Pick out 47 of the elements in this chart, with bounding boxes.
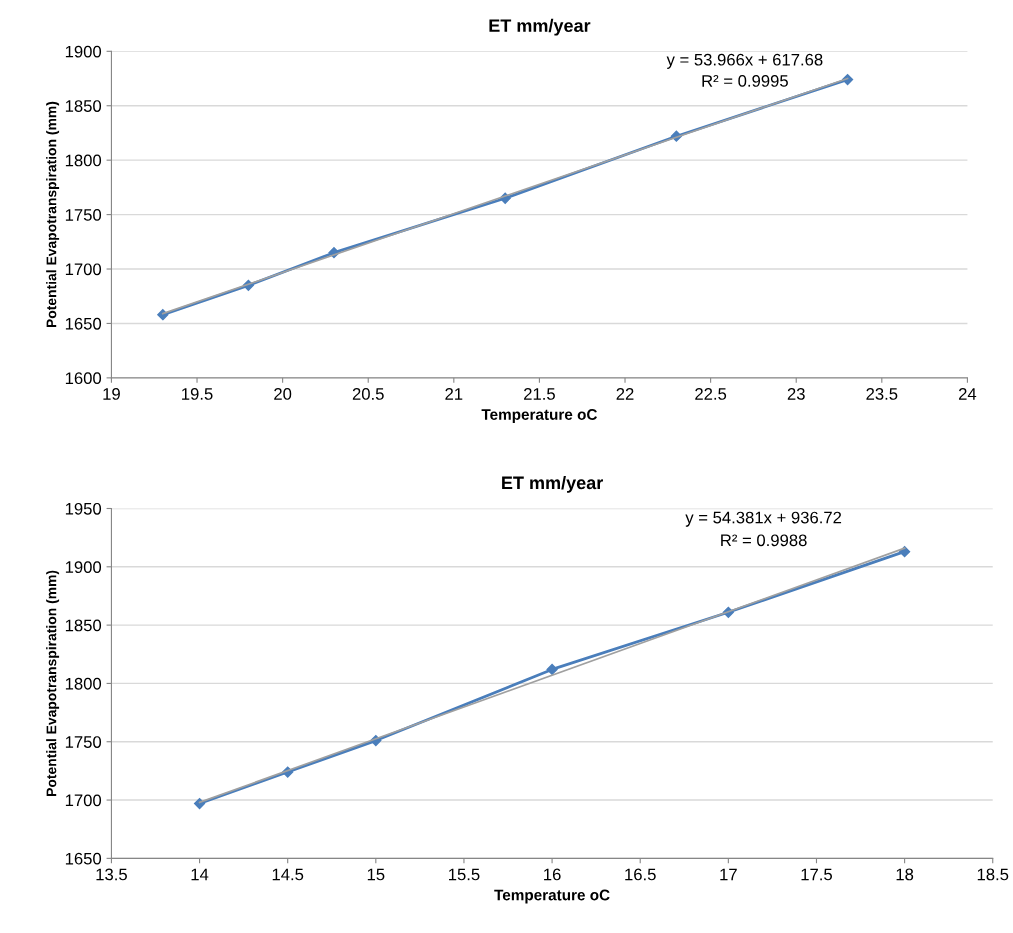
x-tick-label: 16: [544, 868, 561, 881]
x-tick-label: 17: [720, 868, 737, 881]
x-axis-title: Temperature oC: [481, 409, 598, 423]
y-tick-label: 1950: [65, 502, 102, 515]
x-tick-label: 19.5: [182, 388, 213, 400]
y-tick-label: 1700: [65, 263, 102, 276]
x-tick-label: 14: [191, 868, 209, 881]
x-axis-title: Temperature oC: [494, 889, 610, 904]
y-tick-label: 1800: [65, 677, 102, 690]
y-tick-label: 1850: [65, 619, 102, 632]
y-tick-label: 1700: [65, 794, 102, 807]
annotation: R² = 0.9988: [721, 534, 807, 547]
x-tick-label: 14.5: [272, 868, 304, 881]
x-tick-label: 20.5: [352, 388, 384, 400]
x-tick-label: 22: [616, 388, 634, 400]
y-tick-label: 1900: [65, 561, 102, 573]
x-tick-label: 23: [787, 388, 805, 400]
x-tick-label: 22.5: [695, 388, 727, 400]
x-tick-label: 21.5: [524, 388, 555, 400]
annotation: R² = 0.9995: [702, 75, 788, 87]
y-tick-label: 1850: [65, 100, 102, 112]
x-tick-label: 15.5: [449, 868, 480, 881]
y-tick-label: 1900: [65, 45, 102, 58]
x-tick-label: 24: [958, 388, 977, 400]
y-tick-label: 1600: [65, 372, 102, 385]
y-tick-label: 1750: [65, 736, 102, 748]
point: [546, 663, 558, 676]
y-tick-label: 1800: [65, 154, 102, 167]
annotation: y = 54.381x + 936.72: [685, 511, 842, 527]
x-tick-label: 23.5: [866, 388, 898, 400]
y-tick-label: 1650: [65, 317, 102, 330]
chart-title: ET mm/year: [489, 18, 591, 36]
x-tick-label: 15: [367, 868, 385, 881]
y-axis-title: Potential Evapotranspiration (mm): [46, 101, 60, 328]
x-tick-label: 20: [274, 388, 292, 400]
y-tick-label: 1750: [65, 208, 102, 221]
y-axis-title: Potential Evapotranspiration (mm): [46, 570, 60, 796]
x-tick-label: 16.5: [625, 868, 656, 881]
chart-title: ET mm/year: [502, 475, 603, 493]
x-tick-label: 13.5: [96, 868, 127, 881]
x-tick-label: 19: [103, 388, 120, 400]
annotation: y = 53.966x + 617.68: [666, 53, 823, 69]
x-tick-label: 18.5: [977, 868, 1009, 881]
y-tick-label: 1650: [65, 852, 102, 865]
x-tick-label: 18: [896, 868, 914, 881]
x-tick-label: 17.5: [801, 868, 832, 881]
x-tick-label: 21: [445, 388, 463, 400]
